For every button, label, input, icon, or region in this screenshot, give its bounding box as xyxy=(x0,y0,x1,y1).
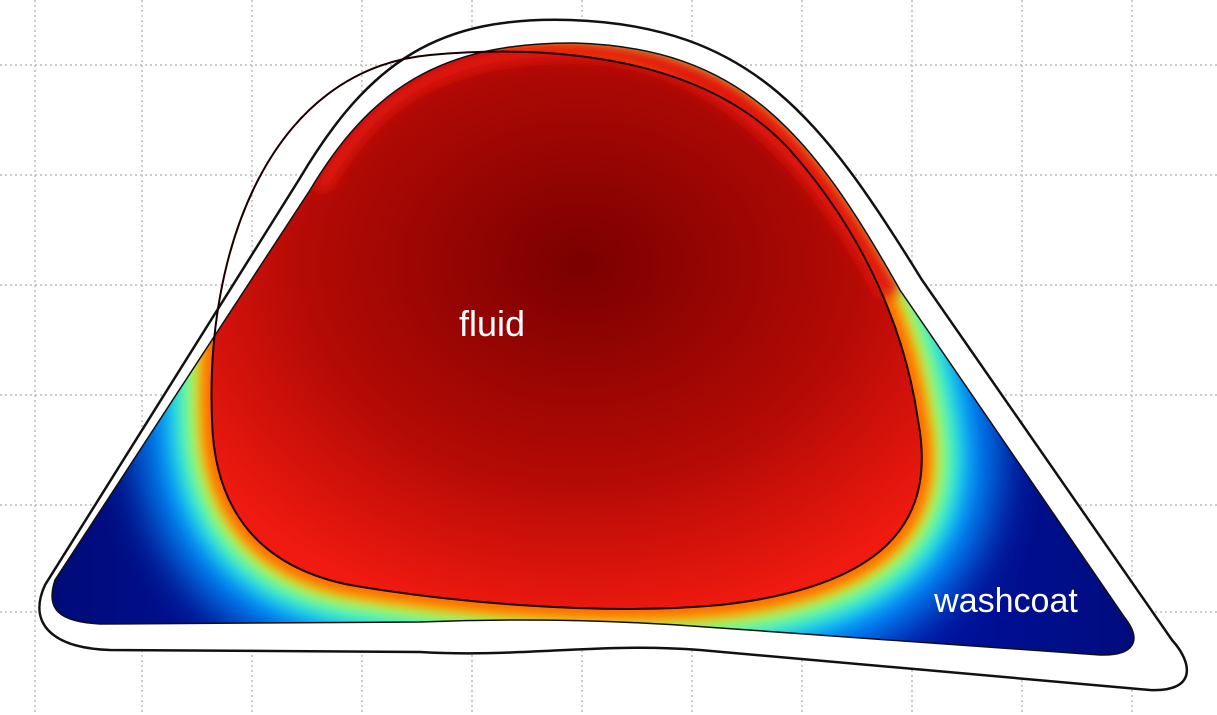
fluid-label: fluid xyxy=(459,303,525,344)
washcoat-label: washcoat xyxy=(933,582,1078,620)
page: fluid washcoat (() => { const data = JSO… xyxy=(0,0,1217,715)
figure: fluid washcoat xyxy=(0,0,1217,715)
